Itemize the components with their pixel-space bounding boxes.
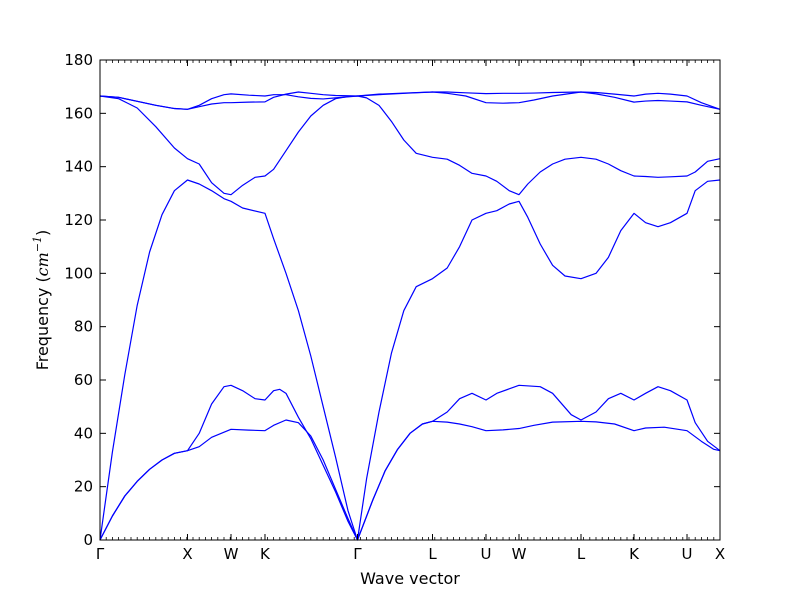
x-tick-label: L — [577, 545, 586, 563]
series-line-5 — [99, 91, 721, 110]
y-tick-label: 40 — [74, 424, 93, 442]
y-tick-label: 0 — [83, 531, 93, 549]
series-line-3 — [99, 179, 721, 541]
y-tick-label: 100 — [64, 264, 93, 282]
x-tick-label: W — [512, 545, 527, 563]
y-tick-label: 20 — [74, 478, 93, 496]
y-tick-label: 160 — [64, 104, 93, 122]
y-tick-label: 180 — [64, 51, 93, 69]
x-tick-label: K — [629, 545, 640, 563]
x-tick-label: U — [481, 545, 492, 563]
x-axis-label: Wave vector — [360, 569, 460, 588]
x-tick-label: W — [224, 545, 239, 563]
y-tick-label: 120 — [64, 211, 93, 229]
y-axis-label: Frequency (cm−1) — [31, 230, 52, 371]
y-tick-label: 60 — [74, 371, 93, 389]
series-line-2 — [99, 384, 721, 541]
y-axis-label-text: Frequency ( — [33, 276, 52, 370]
x-tick-label: L — [428, 545, 437, 563]
series-line-1 — [99, 419, 721, 541]
series-layer — [99, 91, 721, 541]
y-axis-label-close: ) — [33, 230, 52, 236]
y-axis-label-exponent: −1 — [31, 236, 44, 252]
x-tick-label: Γ — [353, 545, 362, 563]
x-tick-label: K — [260, 545, 271, 563]
y-tick-label: 140 — [64, 158, 93, 176]
series-line-6 — [99, 91, 721, 110]
series-line-4 — [99, 95, 721, 196]
ticks-layer: 0 20 40 60 80 100 120 140 160 180 Γ X W K Γ L U W L K U X — [64, 51, 725, 563]
x-tick-label: X — [182, 545, 192, 563]
x-tick-label: U — [682, 545, 693, 563]
plot-frame — [99, 59, 721, 541]
x-tick-label: Γ — [96, 545, 105, 563]
y-tick-label: 80 — [74, 318, 93, 336]
y-axis-label-unit: cm — [33, 252, 52, 276]
x-tick-label: X — [715, 545, 725, 563]
